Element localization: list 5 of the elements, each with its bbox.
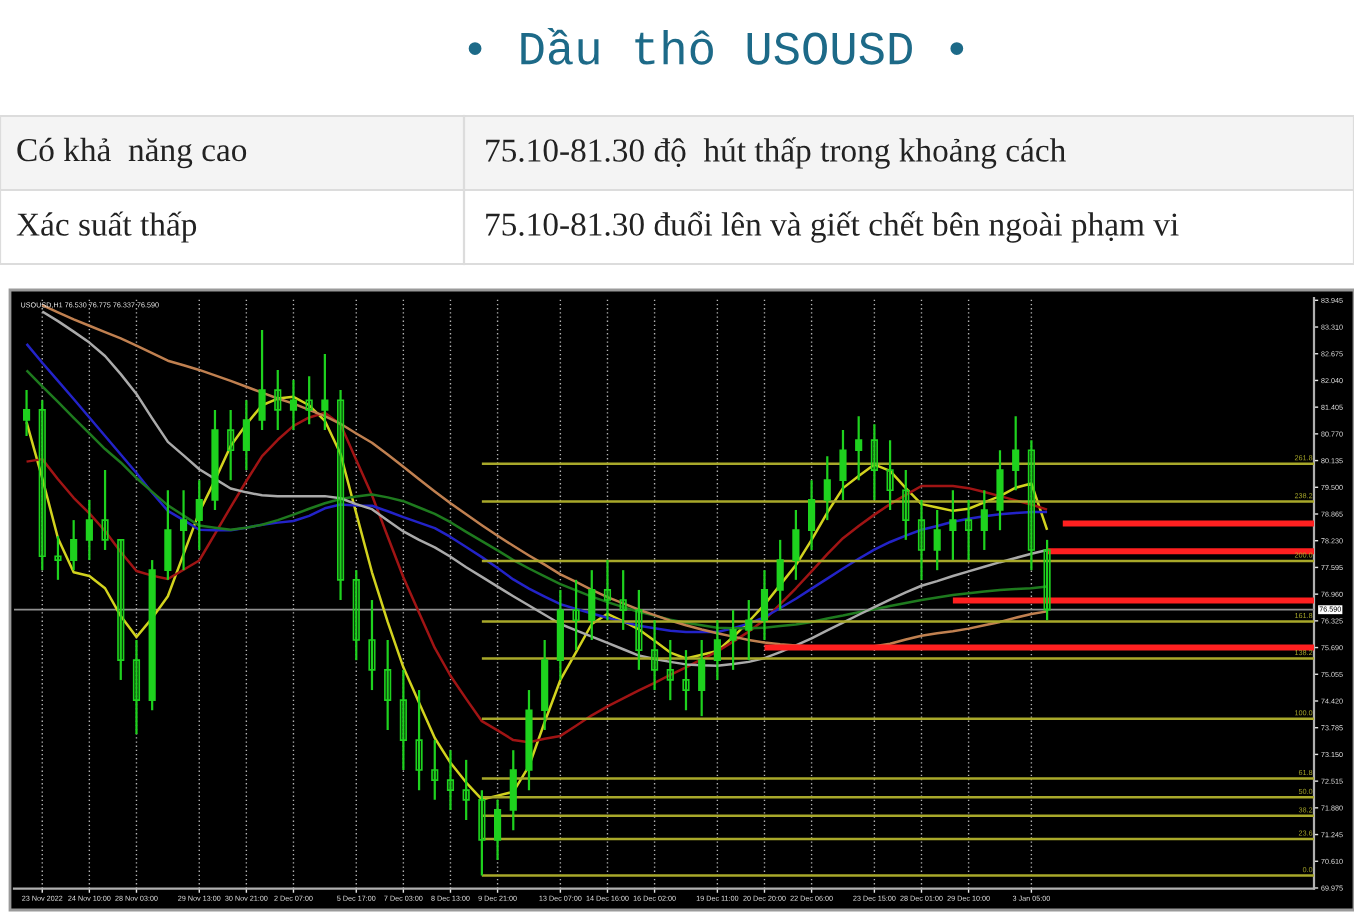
text: Có khả năng cao	[17, 137, 247, 169]
text: 75.10-81.30 đuổi lên và giết chết bên ngoài phạm vi	[486, 211, 1179, 243]
chart-title: • Dầu thô USOUSD •	[468, 27, 964, 65]
text: 75.10-81.30 độ hút thấp trong khoảng cách	[486, 137, 1066, 169]
text: Xác suất thấp	[16, 211, 197, 243]
